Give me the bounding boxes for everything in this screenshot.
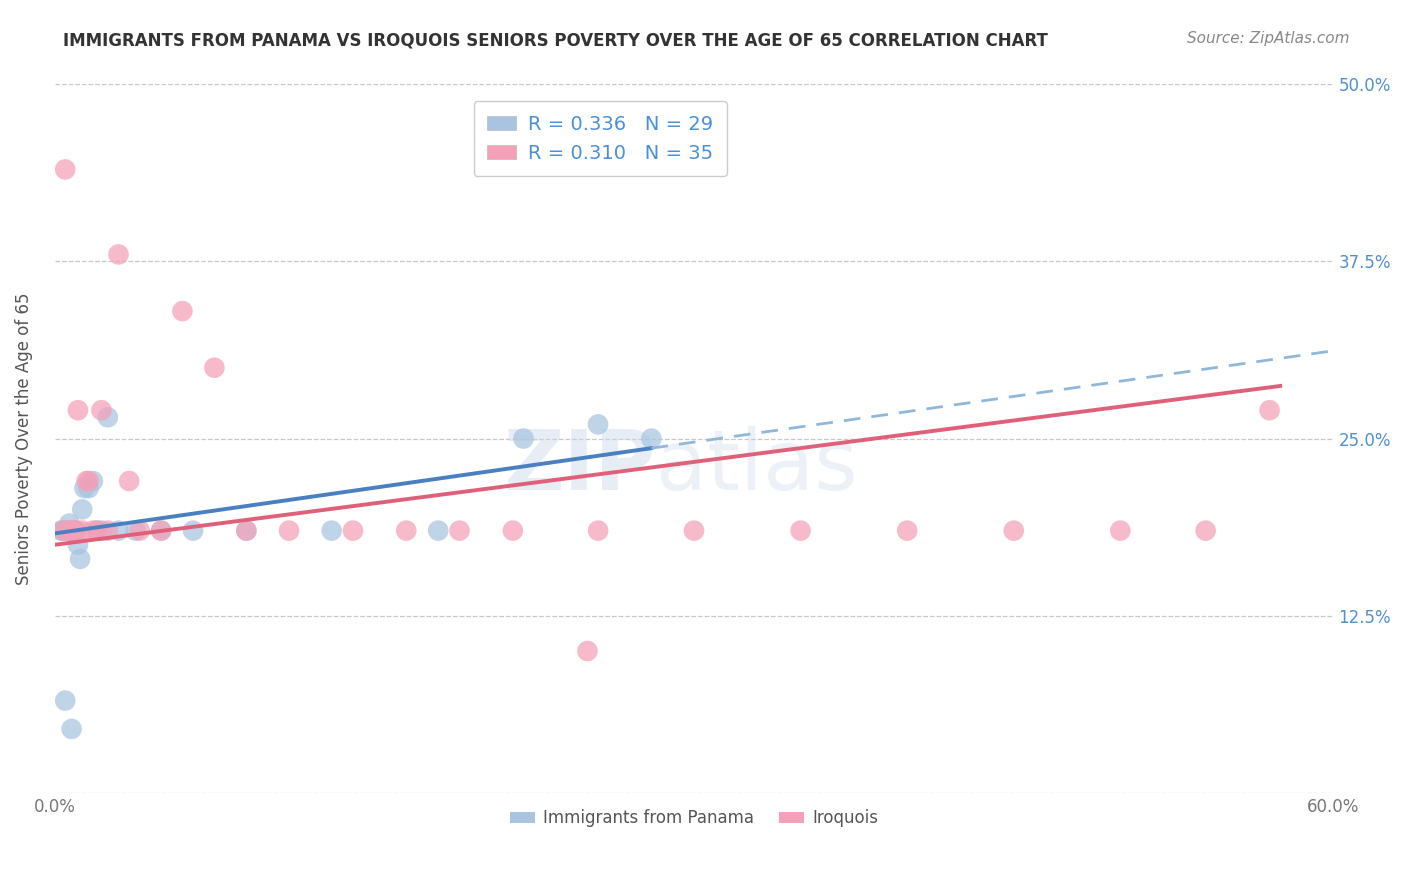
Point xyxy=(586,417,609,432)
Point xyxy=(66,403,89,417)
Point xyxy=(53,524,76,538)
Point xyxy=(576,644,599,658)
Point xyxy=(449,524,471,538)
Point xyxy=(65,524,87,538)
Point xyxy=(789,524,811,538)
Point xyxy=(502,524,524,538)
Point xyxy=(70,524,93,538)
Point xyxy=(86,524,108,538)
Point xyxy=(56,524,79,538)
Point xyxy=(1002,524,1025,538)
Point xyxy=(150,524,173,538)
Point xyxy=(90,524,112,538)
Point xyxy=(58,524,80,538)
Point xyxy=(97,524,120,538)
Point xyxy=(512,432,534,446)
Point xyxy=(52,524,75,538)
Point xyxy=(77,481,100,495)
Point xyxy=(235,524,257,538)
Point xyxy=(49,524,72,538)
Point xyxy=(60,722,83,736)
Text: Source: ZipAtlas.com: Source: ZipAtlas.com xyxy=(1187,31,1350,46)
Point xyxy=(90,403,112,417)
Text: IMMIGRANTS FROM PANAMA VS IROQUOIS SENIORS POVERTY OVER THE AGE OF 65 CORRELATIO: IMMIGRANTS FROM PANAMA VS IROQUOIS SENIO… xyxy=(63,31,1047,49)
Point xyxy=(73,481,96,495)
Point xyxy=(181,524,204,538)
Point xyxy=(896,524,918,538)
Point xyxy=(65,524,87,538)
Point xyxy=(150,524,173,538)
Point xyxy=(97,410,120,425)
Point xyxy=(395,524,418,538)
Point xyxy=(66,538,89,552)
Point xyxy=(683,524,706,538)
Point xyxy=(202,360,225,375)
Point xyxy=(52,524,75,538)
Point xyxy=(1258,403,1281,417)
Point xyxy=(124,524,146,538)
Point xyxy=(82,524,104,538)
Point xyxy=(586,524,609,538)
Point xyxy=(1194,524,1216,538)
Point xyxy=(235,524,257,538)
Point xyxy=(69,552,91,566)
Y-axis label: Seniors Poverty Over the Age of 65: Seniors Poverty Over the Age of 65 xyxy=(15,293,32,585)
Point xyxy=(427,524,450,538)
Point xyxy=(321,524,343,538)
Point xyxy=(70,502,93,516)
Point xyxy=(86,524,108,538)
Point xyxy=(640,432,662,446)
Point xyxy=(77,474,100,488)
Text: atlas: atlas xyxy=(655,426,858,508)
Legend: Immigrants from Panama, Iroquois: Immigrants from Panama, Iroquois xyxy=(503,803,884,834)
Point xyxy=(58,516,80,531)
Point xyxy=(107,247,129,261)
Point xyxy=(60,524,83,538)
Point xyxy=(62,524,84,538)
Point xyxy=(62,524,84,538)
Point xyxy=(107,524,129,538)
Point xyxy=(53,162,76,177)
Point xyxy=(128,524,150,538)
Point xyxy=(76,474,98,488)
Point xyxy=(118,474,141,488)
Point xyxy=(278,524,301,538)
Point xyxy=(172,304,194,318)
Point xyxy=(342,524,364,538)
Text: ZIP: ZIP xyxy=(503,426,655,508)
Point xyxy=(60,524,83,538)
Point xyxy=(82,474,104,488)
Point xyxy=(1109,524,1132,538)
Point xyxy=(53,693,76,707)
